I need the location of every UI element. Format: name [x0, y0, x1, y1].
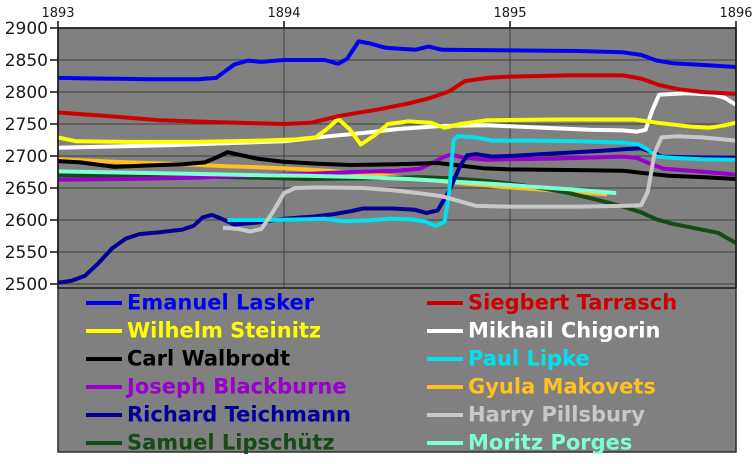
- series-line-harry-pillsbury: [222, 134, 737, 234]
- x-tick-label: 1895: [493, 6, 526, 21]
- y-tick-label: 2900: [5, 19, 48, 39]
- y-tick-label: 2750: [5, 115, 48, 135]
- series-line-paul-lipke: [227, 134, 737, 228]
- x-tick-label: 1894: [267, 6, 300, 21]
- series-line-mikhail-chigorin: [57, 91, 737, 150]
- series-line-siegbert-tarrasch: [57, 73, 737, 126]
- series-group: [57, 39, 737, 285]
- y-tick-label: 2650: [5, 179, 48, 199]
- plot-background: [58, 28, 736, 452]
- series-line-richard-teichmann: [57, 146, 737, 285]
- y-tick-label: 2500: [5, 275, 48, 295]
- y-tick-label: 2600: [5, 211, 48, 231]
- y-tick-label: 2550: [5, 243, 48, 263]
- series-line-emanuel-lasker: [57, 39, 737, 82]
- y-tick-label: 2800: [5, 83, 48, 103]
- x-tick-label: 1893: [41, 6, 74, 21]
- series-line-wilhelm-steinitz: [57, 116, 737, 147]
- plot-border: [57, 27, 737, 289]
- series-line-moritz-porges: [57, 169, 617, 196]
- x-tick-label: 1896: [719, 6, 752, 21]
- y-tick-label: 2850: [5, 51, 48, 71]
- series-line-carl-walbrodt: [57, 150, 737, 181]
- y-tick-label: 2700: [5, 147, 48, 167]
